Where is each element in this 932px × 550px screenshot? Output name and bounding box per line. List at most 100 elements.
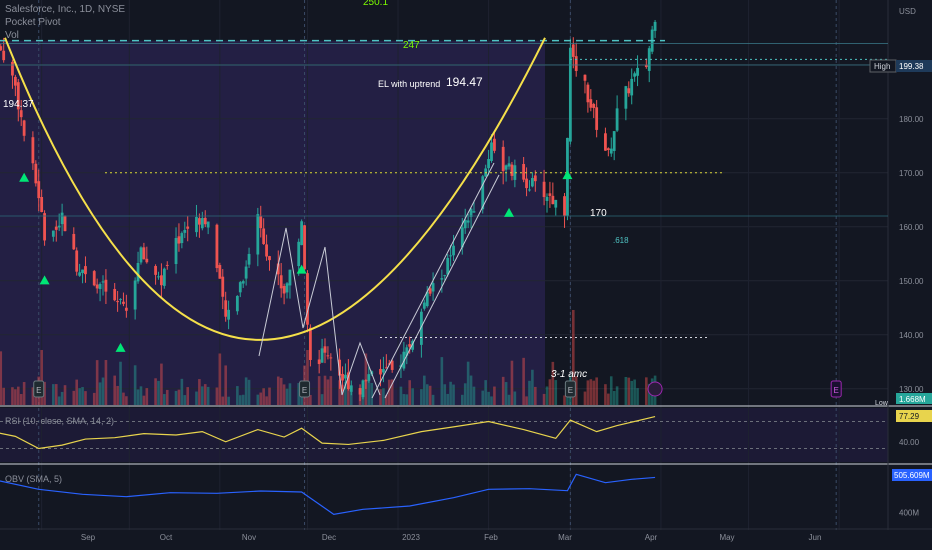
candle-body — [341, 373, 344, 381]
candle-body — [533, 175, 537, 182]
earnings-marker-label: E — [834, 386, 839, 395]
x-tick-label: Feb — [484, 533, 498, 542]
volume-bar — [84, 391, 87, 405]
volume-bar — [142, 395, 146, 405]
volume-bar — [221, 396, 225, 405]
volume-bar — [157, 380, 160, 405]
volume-bar — [420, 389, 423, 405]
y-tick-label: 180.00 — [899, 115, 924, 124]
candle-body — [528, 189, 531, 191]
volume-bar — [446, 393, 449, 405]
candle-body — [589, 99, 593, 108]
candle-body — [510, 164, 514, 176]
y-tick-label: 160.00 — [899, 223, 924, 232]
zigzag-right-2 — [384, 174, 500, 399]
candle-body — [358, 388, 362, 395]
volume-bar — [236, 386, 239, 405]
candle-body — [490, 142, 493, 161]
zigzag-right-1 — [371, 162, 495, 399]
earnings-marker-label: E — [36, 386, 41, 395]
candle-body — [183, 229, 187, 233]
volume-bar — [534, 386, 537, 405]
candle-body — [449, 255, 453, 257]
candle-body — [472, 211, 476, 213]
candle-body — [124, 307, 128, 311]
low-tag-label: Low — [875, 400, 889, 407]
candle-body — [282, 285, 286, 294]
symbol-title[interactable]: Salesforce, Inc., 1D, NYSE — [5, 4, 126, 15]
volume-bar — [54, 384, 58, 405]
candle-body — [40, 196, 44, 212]
candle-body — [627, 88, 631, 94]
rsi-value-label: 77.29 — [899, 412, 920, 421]
candle-body — [419, 311, 423, 345]
candle-body — [545, 196, 549, 201]
volume-bar — [279, 377, 283, 405]
volume-bar — [431, 394, 435, 405]
candle-body — [463, 219, 467, 229]
volume-bar — [472, 386, 476, 405]
candle-body — [116, 301, 120, 303]
candle-body — [323, 346, 327, 353]
indicator-vol[interactable]: Vol — [5, 30, 19, 41]
volume-bar — [0, 351, 3, 405]
volume-bar — [238, 395, 242, 405]
candle-body — [16, 82, 20, 110]
volume-bar — [528, 380, 531, 405]
high-value-label: 199.38 — [899, 62, 924, 71]
candle-body — [180, 233, 184, 244]
volume-bar — [60, 391, 64, 405]
volume-bar — [180, 378, 184, 405]
candle-body — [487, 159, 490, 169]
cup-annotation-label: EL with uptrend — [378, 79, 440, 89]
candle-body — [460, 227, 464, 248]
volume-bar — [195, 391, 198, 405]
volume-bar — [554, 380, 558, 405]
cup-curve — [4, 37, 546, 341]
volume-bar — [174, 390, 178, 405]
candle-body — [113, 288, 117, 301]
candle-body — [241, 281, 245, 284]
volume-bar — [297, 383, 301, 405]
x-tick-label: Mar — [558, 533, 572, 542]
candle-body — [221, 276, 225, 297]
volume-bar — [163, 394, 166, 405]
volume-bar — [98, 382, 102, 405]
volume-bar — [113, 375, 116, 405]
volume-bar — [177, 389, 181, 405]
volume-bar — [198, 379, 201, 405]
volume-bar — [116, 385, 119, 405]
candle-body — [279, 275, 283, 289]
candle-body — [104, 279, 108, 292]
candle-body — [136, 262, 140, 282]
volume-bar — [370, 382, 374, 405]
rsi-title: RSI (10, close, SMA, 14, 2) — [5, 416, 114, 426]
volume-bar — [306, 350, 309, 405]
volume-bar — [551, 361, 555, 405]
candle-body — [326, 355, 330, 357]
volume-bar — [592, 380, 596, 405]
candle-body — [162, 268, 166, 286]
volume-bar — [463, 383, 467, 405]
x-tick-label: Sep — [81, 533, 96, 542]
candle-body — [101, 281, 105, 283]
volume-bar — [513, 391, 517, 405]
candle-body — [346, 372, 350, 390]
volume-bar — [645, 377, 648, 405]
volume-bar — [583, 391, 587, 405]
candle-body — [139, 247, 143, 263]
dividend-icon — [647, 381, 663, 397]
volume-bar — [92, 392, 96, 405]
candle-body — [157, 276, 160, 278]
candle-body — [122, 301, 125, 304]
indicator-pocket-pivot[interactable]: Pocket Pivot — [5, 17, 61, 28]
volume-bar — [323, 375, 327, 405]
candle-body — [530, 178, 534, 187]
candle-body — [338, 359, 342, 376]
candle-body — [133, 280, 137, 310]
candle-body — [349, 385, 353, 392]
candle-body — [630, 78, 634, 96]
volume-bar — [338, 380, 341, 405]
